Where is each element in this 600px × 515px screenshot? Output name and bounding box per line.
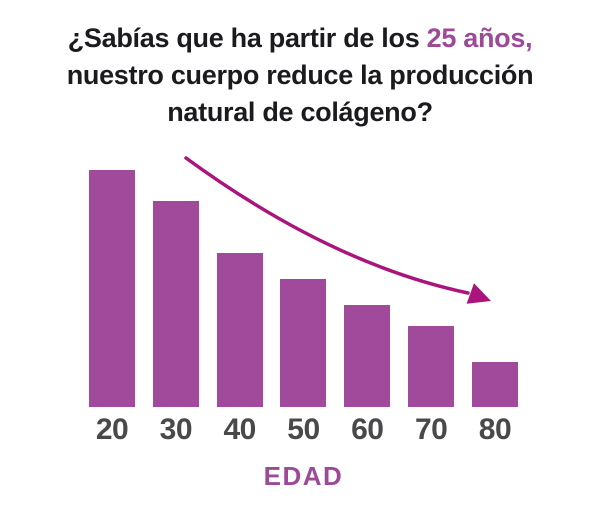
bar-age-30 (152, 200, 199, 407)
headline-line-2: nuestro cuerpo reduce la producción (66, 60, 534, 90)
x-tick-label-60: 60 (351, 413, 384, 446)
bar-age-40 (216, 252, 263, 407)
bar-age-70 (408, 326, 455, 407)
bars-row (89, 170, 518, 407)
x-tick-row: 20 30 40 50 60 70 80 (89, 415, 518, 445)
headline: ¿Sabías que ha partir de los 25 años, nu… (0, 20, 600, 131)
bar-age-80 (471, 361, 518, 407)
bar-age-60 (344, 305, 391, 407)
x-axis-title: EDAD (263, 461, 344, 491)
x-tick-label-80: 80 (478, 413, 512, 446)
bar-age-20 (89, 170, 135, 407)
bar-age-50 (280, 279, 327, 407)
x-tick-label-30: 30 (159, 413, 193, 446)
headline-line-1-text: ¿Sabías que ha partir de los (67, 23, 427, 53)
x-tick-label-20: 20 (95, 413, 129, 446)
headline-highlight-25-anos: 25 años, (426, 23, 533, 53)
headline-line-3: natural de colágeno? (167, 97, 433, 127)
x-tick-label-70: 70 (414, 413, 448, 446)
x-tick-label-50: 50 (287, 413, 320, 446)
headline-line-1: ¿Sabías que ha partir de los 25 años, (0, 20, 600, 57)
x-tick-label-40: 40 (223, 413, 256, 446)
